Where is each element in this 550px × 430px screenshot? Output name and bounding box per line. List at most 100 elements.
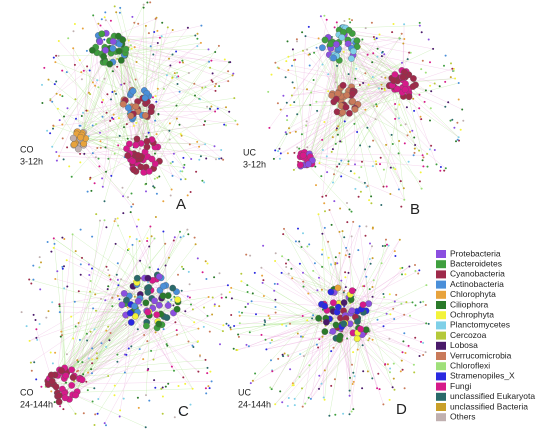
node <box>96 412 99 415</box>
node <box>375 163 378 166</box>
node <box>380 204 383 206</box>
edge <box>136 239 162 299</box>
node <box>289 322 291 325</box>
node <box>102 46 109 54</box>
node <box>186 26 189 29</box>
node <box>113 152 116 155</box>
edge <box>79 116 148 140</box>
node <box>173 295 176 298</box>
node <box>97 86 100 89</box>
node <box>347 163 350 166</box>
edge <box>366 297 385 330</box>
node <box>137 163 145 171</box>
node <box>179 236 182 239</box>
node <box>418 355 421 357</box>
node <box>262 244 265 247</box>
node <box>136 328 139 331</box>
edge <box>286 84 416 135</box>
node <box>296 161 304 169</box>
node <box>382 185 385 188</box>
edge <box>64 236 152 394</box>
node <box>401 86 409 94</box>
node <box>52 124 55 127</box>
node <box>81 256 83 259</box>
node <box>409 83 417 90</box>
edge <box>288 259 326 319</box>
node <box>228 291 231 294</box>
node <box>421 59 424 62</box>
node <box>129 87 137 95</box>
edge <box>178 296 209 303</box>
node <box>414 304 417 307</box>
edge <box>325 76 406 196</box>
node <box>107 325 110 328</box>
edge <box>49 305 160 379</box>
node <box>379 163 381 166</box>
node <box>210 380 213 383</box>
node <box>413 371 416 374</box>
node <box>127 319 135 326</box>
node <box>348 253 351 256</box>
node <box>153 311 161 319</box>
edge <box>121 25 202 45</box>
node <box>88 69 91 72</box>
node <box>238 311 241 313</box>
node <box>422 300 425 303</box>
node <box>91 81 94 84</box>
node <box>419 171 422 174</box>
node <box>339 207 342 210</box>
node <box>165 74 168 77</box>
edge <box>85 135 120 139</box>
legend-label: Chloroflexi <box>450 360 490 370</box>
node <box>58 119 61 122</box>
node <box>82 412 85 415</box>
node <box>315 314 322 322</box>
node <box>357 195 360 198</box>
node <box>99 219 101 222</box>
node <box>206 105 209 108</box>
node <box>399 370 402 373</box>
node <box>136 396 139 399</box>
node <box>397 152 400 155</box>
node <box>101 177 104 180</box>
node <box>144 274 152 282</box>
node <box>230 314 233 316</box>
node <box>425 322 428 325</box>
edge <box>366 276 369 304</box>
node <box>49 132 52 135</box>
node <box>160 35 163 38</box>
node <box>370 195 373 198</box>
edge <box>104 106 132 202</box>
node <box>35 328 38 331</box>
edge <box>79 354 127 380</box>
node <box>116 217 119 220</box>
node <box>89 290 92 293</box>
node <box>154 17 157 20</box>
node <box>274 311 277 314</box>
node <box>247 345 250 348</box>
node <box>245 253 248 256</box>
node <box>302 271 304 274</box>
legend-label: Ochrophyta <box>450 309 494 319</box>
edge <box>75 279 122 396</box>
node <box>120 290 128 297</box>
node <box>191 344 194 347</box>
node <box>348 287 356 295</box>
node <box>412 154 415 157</box>
node <box>338 230 341 233</box>
node <box>382 293 385 295</box>
node <box>315 184 317 187</box>
legend-swatch <box>436 352 446 360</box>
node <box>361 38 364 41</box>
edge <box>105 285 166 301</box>
node <box>126 306 129 309</box>
node <box>175 76 178 79</box>
node <box>338 163 341 165</box>
node <box>389 367 392 370</box>
node <box>89 178 91 181</box>
node <box>179 170 182 173</box>
node <box>111 305 114 308</box>
edge <box>152 304 174 314</box>
node <box>345 26 353 34</box>
node <box>209 107 211 110</box>
